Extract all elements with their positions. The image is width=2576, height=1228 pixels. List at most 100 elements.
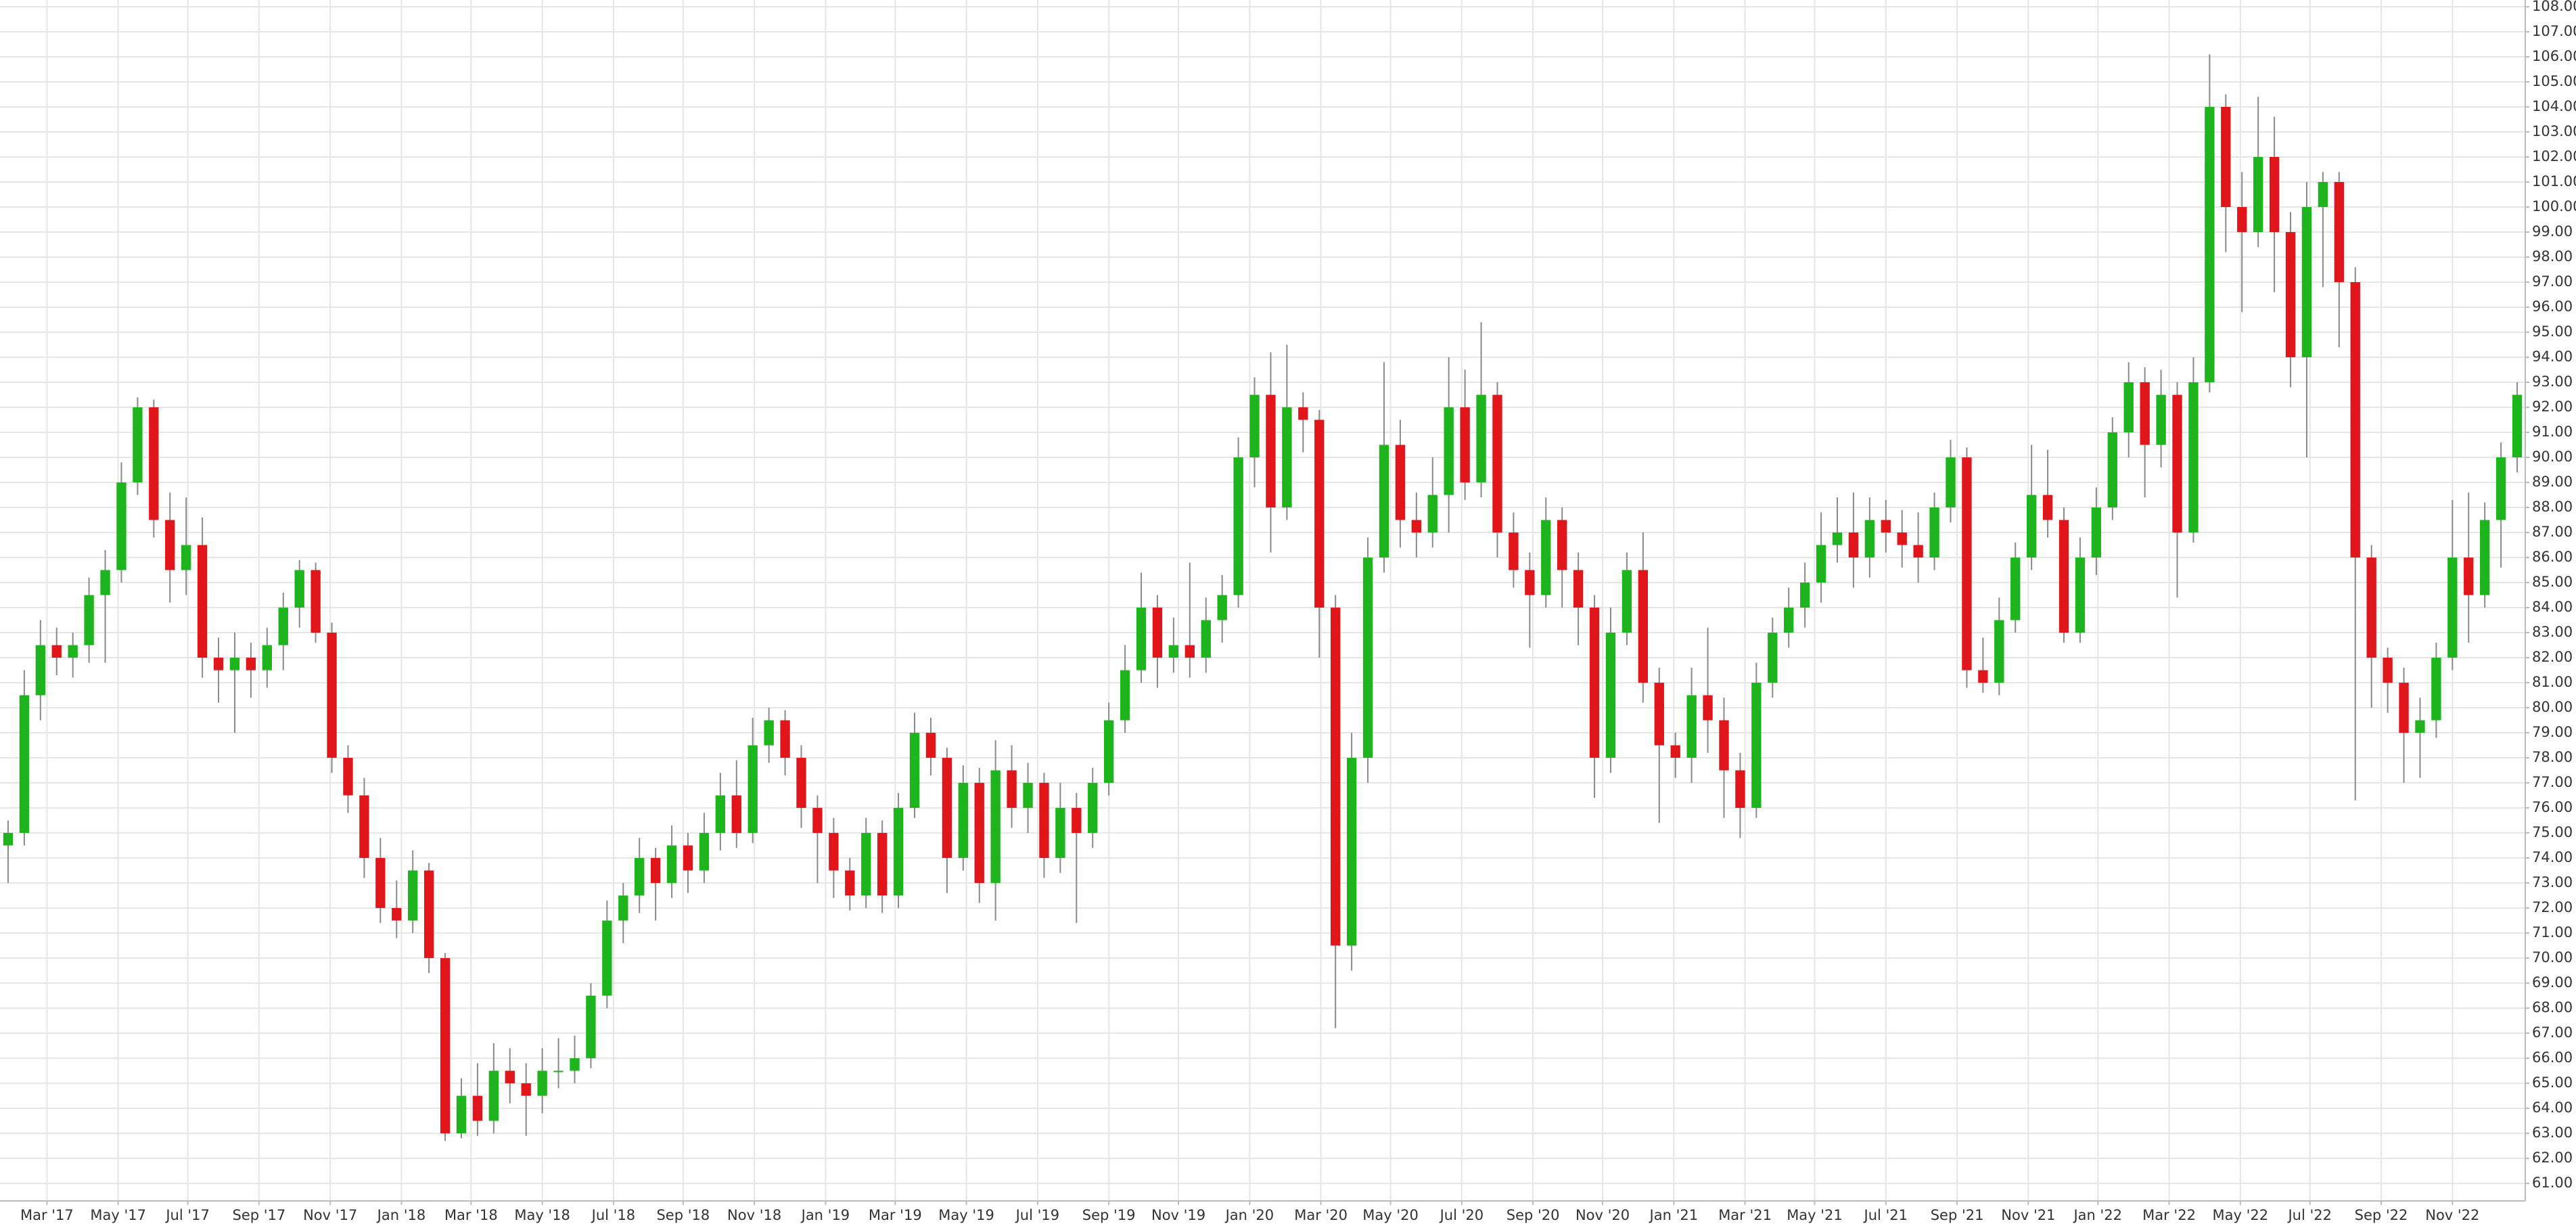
y-tick-label: 99.00 bbox=[2532, 223, 2573, 240]
candle-body bbox=[1509, 532, 1519, 570]
x-tick-label: Nov '21 bbox=[2001, 1207, 2055, 1223]
candle-body bbox=[456, 1095, 467, 1134]
y-tick-label: 100.00 bbox=[2532, 198, 2576, 214]
candle-body bbox=[521, 1083, 531, 1096]
candle-body bbox=[1331, 608, 1341, 946]
candle-body bbox=[748, 745, 758, 834]
candle-body bbox=[1184, 645, 1195, 658]
candle-body bbox=[2464, 558, 2474, 595]
y-tick-label: 77.00 bbox=[2532, 774, 2573, 790]
y-tick-label: 107.00 bbox=[2532, 23, 2576, 39]
x-tick-label: May '17 bbox=[90, 1207, 146, 1223]
candle-body bbox=[1946, 457, 1956, 508]
y-tick-label: 78.00 bbox=[2532, 749, 2573, 765]
y-tick-label: 88.00 bbox=[2532, 499, 2573, 515]
x-tick-label: Jan '22 bbox=[2072, 1207, 2122, 1223]
candle-body bbox=[1314, 419, 1325, 608]
candle-body bbox=[990, 770, 1001, 884]
candle-body bbox=[408, 870, 418, 921]
candle-body bbox=[3, 833, 14, 846]
y-tick-label: 94.00 bbox=[2532, 348, 2573, 365]
candle-body bbox=[618, 895, 628, 921]
candle-body bbox=[1799, 583, 1810, 608]
candle-body bbox=[294, 570, 304, 608]
candle-body bbox=[310, 570, 321, 633]
y-tick-label: 86.00 bbox=[2532, 549, 2573, 565]
y-tick-label: 90.00 bbox=[2532, 449, 2573, 465]
candle-body bbox=[1072, 808, 1082, 834]
candle-body bbox=[1492, 394, 1502, 533]
candle-body bbox=[488, 1070, 499, 1121]
candle-body bbox=[1589, 608, 1600, 758]
candle-body bbox=[1201, 620, 1211, 658]
y-tick-label: 83.00 bbox=[2532, 624, 2573, 640]
candle-body bbox=[19, 695, 30, 834]
candle-body bbox=[1768, 633, 1778, 683]
x-tick-label: Sep '20 bbox=[1506, 1207, 1560, 1223]
candle-body bbox=[635, 858, 645, 896]
y-tick-label: 89.00 bbox=[2532, 474, 2573, 490]
candle-body bbox=[2156, 394, 2166, 445]
y-tick-label: 97.00 bbox=[2532, 273, 2573, 290]
candle-body bbox=[1103, 720, 1114, 783]
candle-body bbox=[1039, 783, 1049, 859]
candle-body bbox=[100, 570, 110, 595]
candle-body bbox=[1557, 520, 1567, 570]
y-tick-label: 98.00 bbox=[2532, 248, 2573, 265]
x-tick-label: Mar '21 bbox=[1718, 1207, 1772, 1223]
candle-body bbox=[1023, 783, 1033, 809]
candle-body bbox=[845, 870, 855, 896]
y-tick-label: 81.00 bbox=[2532, 674, 2573, 690]
y-tick-label: 63.00 bbox=[2532, 1124, 2573, 1141]
x-tick-label: Nov '22 bbox=[2425, 1207, 2479, 1223]
candle-body bbox=[1282, 407, 1292, 508]
candle-body bbox=[1120, 670, 1130, 721]
candle-body bbox=[974, 783, 984, 884]
candle-body bbox=[2058, 520, 2069, 633]
candle-body bbox=[1298, 407, 1308, 420]
candle-body bbox=[278, 608, 288, 645]
y-tick-label: 65.00 bbox=[2532, 1074, 2573, 1091]
candle-body bbox=[2383, 658, 2393, 683]
candle-body bbox=[1055, 808, 1065, 859]
x-tick-label: Mar '18 bbox=[444, 1207, 498, 1223]
candle-body bbox=[2010, 558, 2021, 620]
candle-body bbox=[1541, 520, 1551, 595]
y-tick-label: 101.00 bbox=[2532, 173, 2576, 189]
candle-body bbox=[375, 858, 386, 909]
candle-body bbox=[1525, 570, 1535, 595]
candle-body bbox=[1913, 545, 1923, 558]
candle-body bbox=[1136, 608, 1147, 670]
y-tick-label: 76.00 bbox=[2532, 799, 2573, 815]
y-tick-label: 67.00 bbox=[2532, 1024, 2573, 1041]
candle-body bbox=[1864, 520, 1875, 558]
candle-body bbox=[2221, 106, 2231, 208]
x-tick-label: Jul '22 bbox=[2286, 1207, 2332, 1223]
x-tick-label: Jul '18 bbox=[591, 1207, 636, 1223]
candle-body bbox=[165, 520, 175, 570]
candle-body bbox=[1427, 495, 1438, 533]
candle-body bbox=[1088, 783, 1098, 834]
candle-body bbox=[1233, 457, 1243, 595]
candle-body bbox=[1168, 645, 1179, 658]
candle-body bbox=[2447, 558, 2458, 658]
candle-body bbox=[764, 720, 774, 746]
candles bbox=[3, 54, 2523, 1141]
y-tick-label: 93.00 bbox=[2532, 373, 2573, 390]
candle-body bbox=[1605, 633, 1616, 758]
y-tick-label: 75.00 bbox=[2532, 824, 2573, 840]
candle-body bbox=[1929, 507, 1939, 558]
candle-body bbox=[586, 995, 596, 1059]
candle-body bbox=[877, 833, 888, 896]
candle-body bbox=[2140, 382, 2150, 445]
candle-body bbox=[1719, 720, 1729, 771]
y-tick-label: 91.00 bbox=[2532, 424, 2573, 440]
y-tick-label: 104.00 bbox=[2532, 98, 2576, 114]
candle-body bbox=[715, 795, 726, 834]
x-tick-label: May '21 bbox=[1787, 1207, 1843, 1223]
x-tick-label: May '22 bbox=[2213, 1207, 2269, 1223]
x-tick-label: Jul '21 bbox=[1863, 1207, 1908, 1223]
x-tick-label: Sep '22 bbox=[2355, 1207, 2408, 1223]
candle-body bbox=[1476, 394, 1486, 483]
candle-body bbox=[1686, 695, 1697, 758]
